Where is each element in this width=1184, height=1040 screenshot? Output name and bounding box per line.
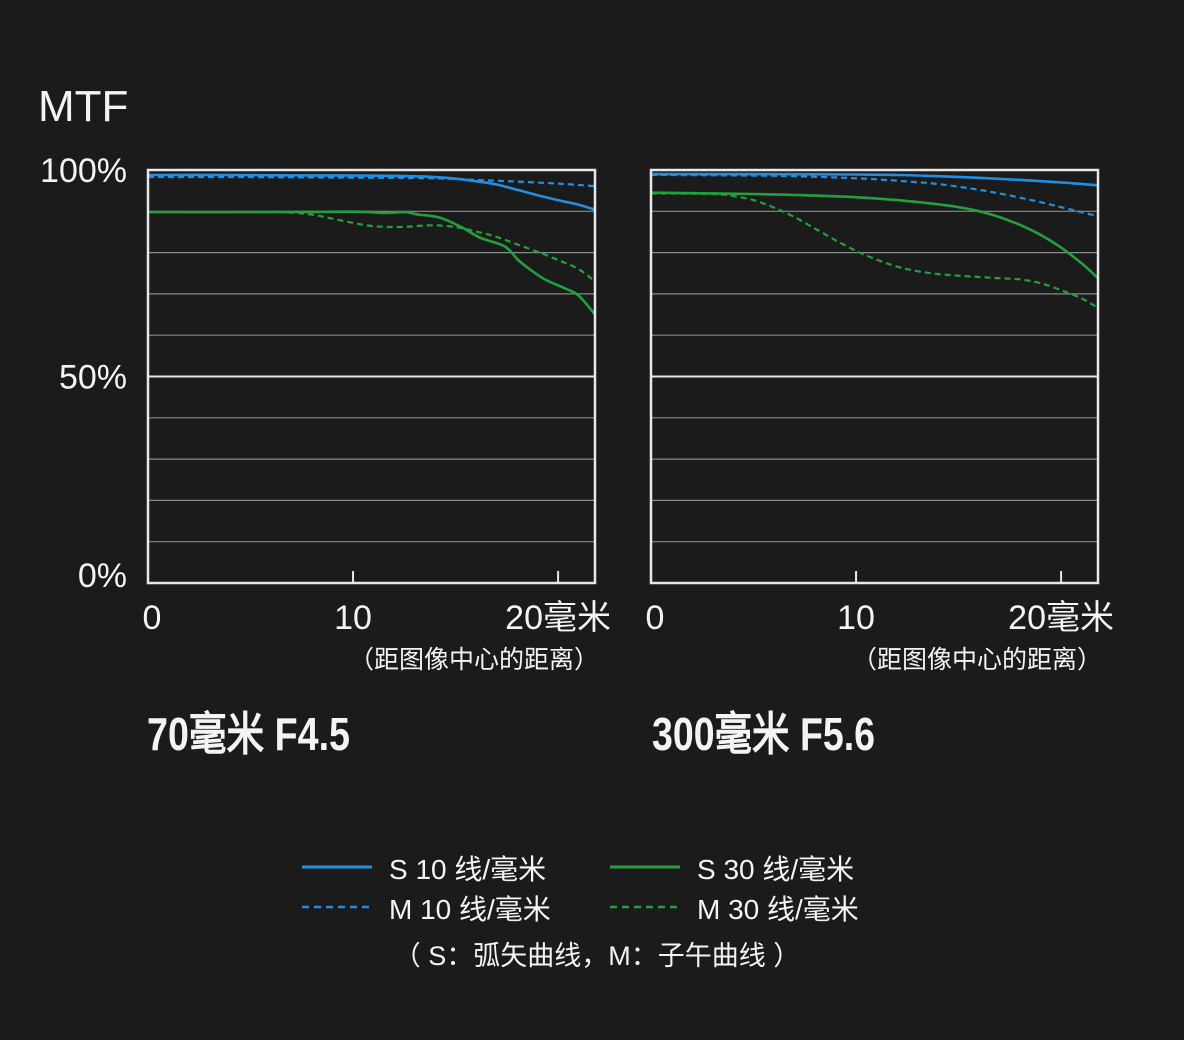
mtf-curve-m10 xyxy=(651,173,1098,218)
legend-label-m30: M 30 线/毫米 xyxy=(697,894,859,925)
x-tick-label: 0 xyxy=(143,599,162,637)
chart-title-left: 70毫米 F4.5 xyxy=(147,708,350,760)
mtf-curve-s30 xyxy=(148,210,595,316)
chart-70mm-f4-5: 0 10 20毫米 100% 50% 0% xyxy=(40,152,611,637)
legend: S 10 线/毫米 S 30 线/毫米 M 10 线/毫米 M 30 线/毫米 … xyxy=(302,854,859,971)
x-tick-label: 10 xyxy=(837,599,875,637)
legend-item-m30: M 30 线/毫米 xyxy=(610,894,859,925)
y-axis-title: MTF xyxy=(38,82,128,131)
mtf-curve-m30 xyxy=(651,192,1098,309)
legend-note: （ S：弧矢曲线，M：子午曲线 ） xyxy=(394,941,801,971)
y-tick-label: 100% xyxy=(40,152,127,190)
x-tick-label: 0 xyxy=(646,599,665,637)
x-tick-label: 10 xyxy=(334,599,372,637)
mtf-curve-s30 xyxy=(651,191,1098,280)
mtf-curve-m10 xyxy=(148,175,595,188)
x-tick-label: 20毫米 xyxy=(505,599,611,637)
x-tick-label: 20毫米 xyxy=(1008,599,1114,637)
y-tick-label: 0% xyxy=(78,557,127,595)
chart-title-right: 300毫米 F5.6 xyxy=(652,708,875,760)
legend-label-s30: S 30 线/毫米 xyxy=(697,854,854,885)
mtf-curve-s10 xyxy=(148,173,595,211)
legend-item-m10: M 10 线/毫米 xyxy=(302,894,551,925)
legend-label-m10: M 10 线/毫米 xyxy=(389,894,551,925)
chart-300mm-f5-6: 0 10 20毫米 xyxy=(646,168,1114,637)
mtf-curve-m30 xyxy=(148,210,595,283)
legend-label-s10: S 10 线/毫米 xyxy=(389,854,546,885)
plot-frame xyxy=(649,168,1100,585)
y-tick-label: 50% xyxy=(59,359,127,397)
mtf-curve-s10 xyxy=(651,172,1098,187)
plot-frame xyxy=(146,168,597,585)
legend-item-s10: S 10 线/毫米 xyxy=(302,854,546,885)
x-axis-title-right: （距图像中心的距离） xyxy=(852,646,1102,674)
x-axis-title-left: （距图像中心的距离） xyxy=(349,646,599,674)
legend-item-s30: S 30 线/毫米 xyxy=(610,854,854,885)
